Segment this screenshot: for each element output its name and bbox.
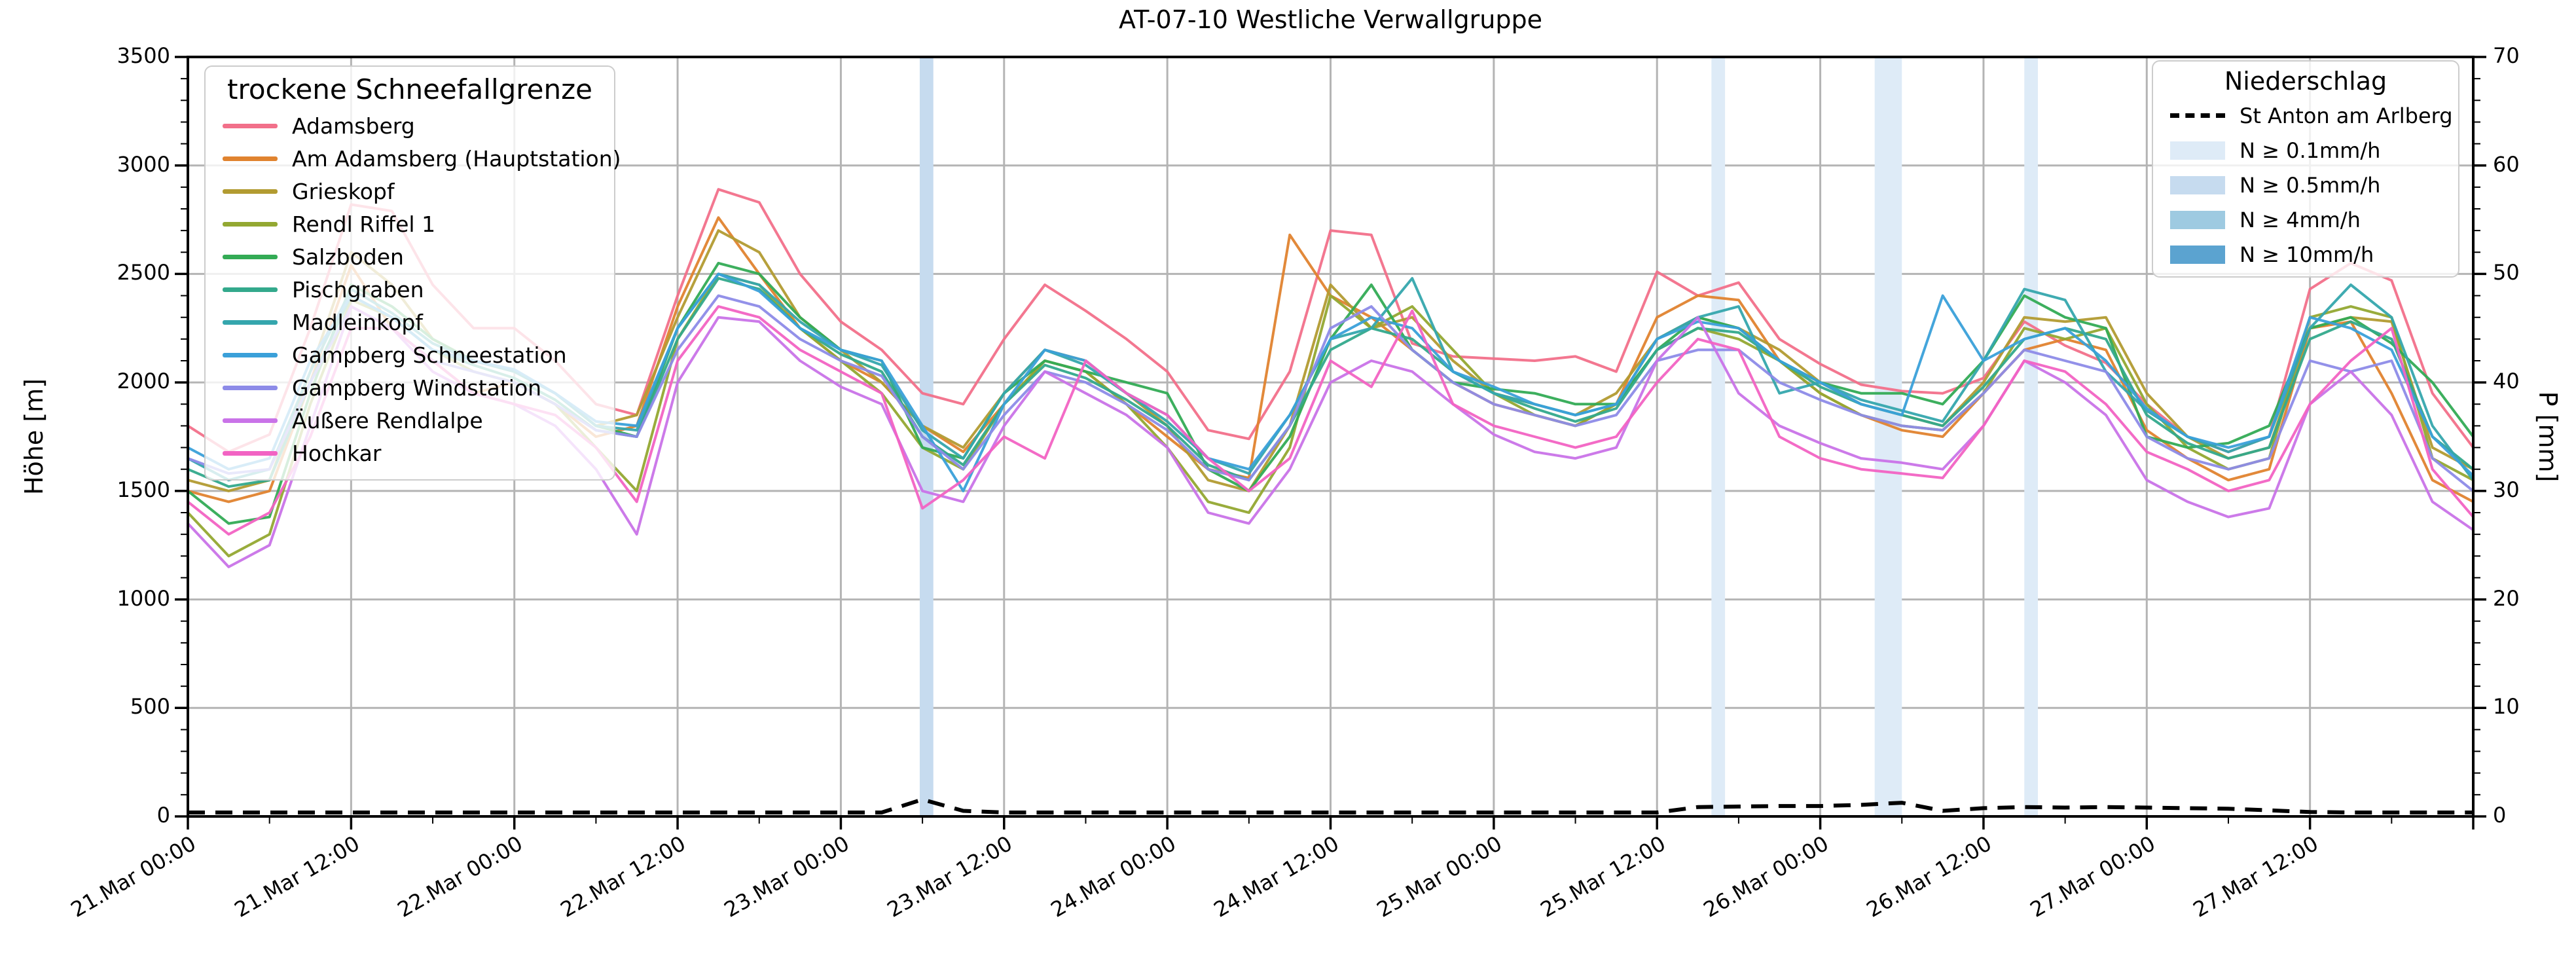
y-right-tick-label-30: 30 <box>2493 477 2520 502</box>
y-right-tick-label-70: 70 <box>2493 43 2520 68</box>
y-right-tick-label-20: 20 <box>2493 585 2520 611</box>
y-left-tick-label-1500: 1500 <box>117 477 170 502</box>
legend-line-swatch <box>223 352 278 357</box>
y-right-tick-label-50: 50 <box>2493 260 2520 285</box>
legend-line-swatch <box>223 287 278 292</box>
precip-band-1 <box>1711 57 1726 816</box>
legend-item-grieskopf: Grieskopf <box>206 175 614 208</box>
y-right-tick-label-10: 10 <box>2493 694 2520 720</box>
legend-item-pischgraben: Pischgraben <box>206 273 614 306</box>
legend-item-adamsberg: Adamsberg <box>206 109 614 142</box>
precip-line-st-anton-am-arlberg <box>188 797 2473 814</box>
legend-item-label: Rendl Riffel 1 <box>292 211 436 237</box>
y-right-tick-label-60: 60 <box>2493 151 2520 177</box>
legend-line-swatch <box>223 123 278 128</box>
y-left-tick-label-3000: 3000 <box>117 151 170 177</box>
legend-item-label: Salzboden <box>292 244 404 270</box>
legend-item-n-10mm-h: N ≥ 10mm/h <box>2153 237 2458 272</box>
precip-legend-title: Niederschlag <box>2224 67 2387 96</box>
legend-item-label: Hochkar <box>292 440 382 466</box>
legend-item-label: N ≥ 10mm/h <box>2240 242 2374 267</box>
legend-patch-swatch <box>2170 210 2225 229</box>
legend-line-swatch <box>223 156 278 161</box>
legend-item-hochkar: Hochkar <box>206 437 614 469</box>
snowline-legend-title: trockene Schneefallgrenze <box>227 73 592 105</box>
legend-item-label: Gampberg Windstation <box>292 374 542 401</box>
legend-item-am-adamsberg-hauptstation: Am Adamsberg (Hauptstation) <box>206 142 621 175</box>
legend-line-swatch <box>223 319 278 325</box>
legend-item-label: Adamsberg <box>292 113 415 139</box>
legend-item-label: Äußere Rendlalpe <box>292 407 483 433</box>
legend-patch-swatch <box>2170 175 2225 194</box>
legend-item-u-ere-rendlalpe: Äußere Rendlalpe <box>206 404 614 437</box>
legend-item-label: Madleinkopf <box>292 309 423 335</box>
legend-item-gampberg-windstation: Gampberg Windstation <box>206 371 614 404</box>
legend-item-label: Pischgraben <box>292 276 424 302</box>
left-axis-label: Höhe [m] <box>20 378 48 496</box>
legend-item-rendl-riffel-1: Rendl Riffel 1 <box>206 208 614 240</box>
y-left-tick-label-3500: 3500 <box>117 43 170 68</box>
precip-band-2 <box>1874 57 1902 816</box>
legend-item-label: N ≥ 0.5mm/h <box>2240 172 2381 198</box>
legend-item-n-4mm-h: N ≥ 4mm/h <box>2153 202 2458 237</box>
y-right-tick-label-40: 40 <box>2493 369 2520 394</box>
legend-patch-swatch <box>2170 245 2225 264</box>
legend-item-n-0-1mm-h: N ≥ 0.1mm/h <box>2153 133 2458 168</box>
legend-line-swatch <box>223 221 278 227</box>
legend-item-st-anton-am-arlberg: St Anton am Arlberg <box>2153 98 2458 133</box>
legend-line-swatch <box>223 189 278 194</box>
legend-item-salzboden: Salzboden <box>206 240 614 273</box>
y-left-tick-label-500: 500 <box>130 694 170 720</box>
snowline-legend: trockene Schneefallgrenze Adamsberg Am Ad… <box>204 65 621 481</box>
y-left-tick-label-1000: 1000 <box>117 585 170 611</box>
legend-item-gampberg-schneestation: Gampberg Schneestation <box>206 338 614 371</box>
legend-item-label: Am Adamsberg (Hauptstation) <box>292 145 621 172</box>
legend-item-label: N ≥ 4mm/h <box>2240 207 2361 232</box>
legend-item-label: Gampberg Schneestation <box>292 342 567 368</box>
precip-legend-items: St Anton am Arlberg N ≥ 0.1mm/h N ≥ 0.5mm/… <box>2153 98 2458 272</box>
legend-patch-swatch <box>2170 141 2225 160</box>
legend-item-label: Grieskopf <box>292 178 395 204</box>
snowline-legend-items: Adamsberg Am Adamsberg (Hauptstation) Grie… <box>206 109 621 469</box>
precip-legend: Niederschlag St Anton am Arlberg N ≥ 0.1m… <box>2152 60 2459 278</box>
chart-title: AT-07-10 Westliche Verwallgruppe <box>1119 5 1542 34</box>
y-left-tick-label-2500: 2500 <box>117 260 170 285</box>
legend-dashed-line-swatch <box>2170 113 2225 118</box>
y-left-tick-label-0: 0 <box>156 803 170 828</box>
precip-band-0 <box>919 57 934 816</box>
legend-item-label: N ≥ 0.1mm/h <box>2240 137 2381 163</box>
legend-line-swatch <box>223 385 278 390</box>
legend-line-swatch <box>223 450 278 456</box>
precip-band-3 <box>2024 57 2039 816</box>
legend-item-madleinkopf: Madleinkopf <box>206 306 614 338</box>
legend-line-swatch <box>223 254 278 259</box>
legend-item-label: St Anton am Arlberg <box>2240 103 2453 128</box>
right-axis-label: P [mm] <box>2533 391 2562 483</box>
legend-item-n-0-5mm-h: N ≥ 0.5mm/h <box>2153 168 2458 202</box>
y-left-tick-label-2000: 2000 <box>117 369 170 394</box>
y-right-tick-label-0: 0 <box>2493 803 2507 828</box>
legend-line-swatch <box>223 418 278 423</box>
